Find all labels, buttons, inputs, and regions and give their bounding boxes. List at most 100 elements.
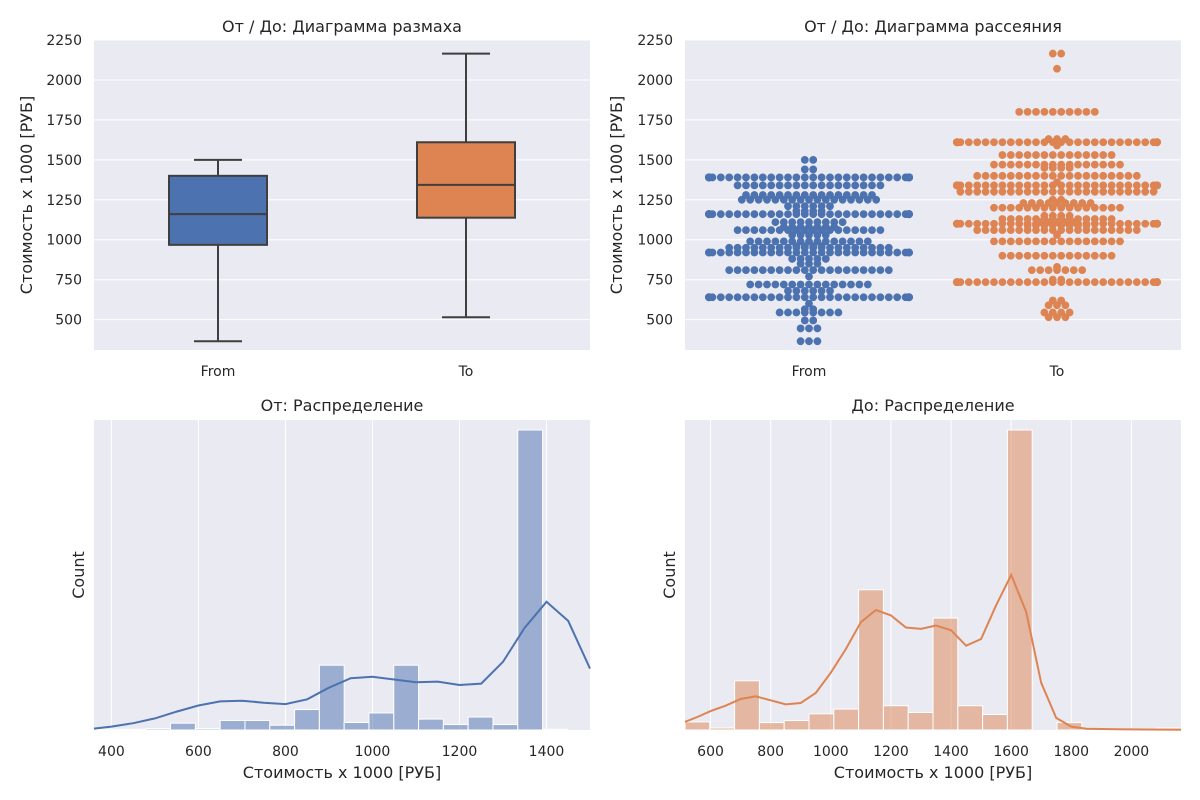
swarm-point (851, 226, 860, 235)
swarm-point (868, 293, 876, 302)
swarm-point (809, 181, 818, 190)
swarm-point (1015, 181, 1024, 190)
swarm-point (1082, 160, 1091, 169)
swarm-point (792, 202, 801, 211)
swarm-point (826, 173, 834, 182)
swarm-point (809, 266, 818, 275)
swarm-point (775, 173, 784, 182)
panel-boxplot: 500 750 1000 1250 1500 1750 2000 2250 From To От … (17, 17, 590, 380)
swarm-point (746, 237, 755, 246)
swarm-point (788, 237, 797, 246)
swarm-point (1082, 215, 1091, 223)
swarm-point (905, 210, 913, 219)
tick-labels: 600 800 1000 1200 1400 1600 1800 2000 (697, 744, 1149, 760)
swarm-point (1141, 187, 1150, 196)
swarm-point (767, 181, 776, 190)
swarm-point (842, 181, 851, 190)
swarm-point (792, 266, 801, 275)
swarm-point (725, 293, 734, 302)
y-tick-label: 1750 (637, 113, 673, 129)
histogram-bar (269, 724, 296, 731)
swarm-point (1090, 278, 1099, 286)
swarm-point (1141, 219, 1150, 228)
swarm-point (796, 337, 805, 346)
swarm-point (1107, 138, 1116, 147)
x-tick-label: 1400 (933, 744, 969, 760)
swarm-point (990, 219, 998, 228)
panel-hist-to: 600 800 1000 1200 1400 1600 1800 2000 До: Распр… (660, 396, 1182, 782)
swarm-point (784, 210, 792, 219)
swarm-point (813, 218, 822, 227)
swarm-point (1116, 278, 1124, 286)
swarm-point (1040, 151, 1049, 159)
swarm-point (884, 243, 893, 252)
swarm-point (1015, 187, 1024, 196)
x-tick-label: 1400 (529, 744, 565, 760)
swarm-point (1061, 266, 1070, 275)
swarm-point (767, 266, 776, 275)
swarm-point (998, 138, 1007, 147)
swarm-point (1023, 160, 1032, 169)
swarm-point (1082, 138, 1091, 147)
swarm-point (1053, 178, 1061, 187)
swarm-point (809, 293, 818, 302)
histogram-bar (734, 680, 760, 731)
histogram-bar (294, 709, 320, 731)
swarm-point (973, 181, 982, 190)
swarm-point (784, 286, 792, 295)
histogram-bar (709, 727, 736, 731)
histogram-bar (882, 705, 909, 731)
swarm-point (990, 181, 998, 190)
swarm-point (826, 181, 834, 190)
kde-line (93, 600, 591, 730)
swarm-point (742, 266, 750, 275)
swarm-point (754, 237, 763, 246)
swarm-point (851, 181, 860, 190)
swarm-point (1032, 237, 1040, 246)
y-tick-label: 500 (646, 313, 673, 329)
swarm-point (1048, 187, 1057, 196)
swarm-point (1124, 278, 1133, 286)
swarm-point (784, 173, 792, 182)
histogram-bar (808, 713, 835, 731)
swarm-point (775, 308, 784, 317)
swarm-point (1099, 171, 1108, 180)
swarm-point (1074, 251, 1082, 260)
swarm-point (973, 138, 982, 147)
swarm-point (758, 173, 767, 182)
swarm-point (1023, 151, 1032, 159)
swarm-point (868, 266, 876, 275)
swarm-point (792, 181, 801, 190)
swarm-point (981, 171, 990, 180)
swarm-point (742, 293, 750, 302)
swarm-point (763, 237, 771, 246)
swarm-point (1149, 187, 1158, 196)
swarm-point (973, 278, 982, 286)
histogram-bar (982, 713, 1008, 731)
swarm-point (1107, 181, 1116, 190)
swarm-point (893, 293, 902, 302)
swarm-point (1023, 138, 1032, 147)
swarm-point (1057, 49, 1066, 58)
swarm-point (788, 255, 797, 263)
histogram-bar (120, 728, 147, 731)
histogram-bar (1006, 429, 1033, 731)
histogram-bar (833, 708, 860, 731)
swarm-point (1032, 251, 1040, 260)
swarm-point (1057, 108, 1066, 116)
swarm-point (796, 218, 805, 227)
swarm-point (1032, 215, 1040, 223)
swarm-point (1023, 187, 1032, 196)
swarm-point (805, 237, 813, 246)
swarm-point (1023, 215, 1032, 223)
swarm-point (758, 226, 767, 235)
swarm-point (1090, 226, 1099, 235)
swarm-point (964, 138, 973, 147)
swarm-point (817, 293, 826, 302)
swarm-point (809, 202, 818, 211)
swarm-point (1032, 187, 1040, 196)
swarm-point (1057, 237, 1066, 246)
swarm-point (784, 308, 792, 317)
swarm-point (973, 171, 982, 180)
swarm-point (834, 173, 843, 182)
